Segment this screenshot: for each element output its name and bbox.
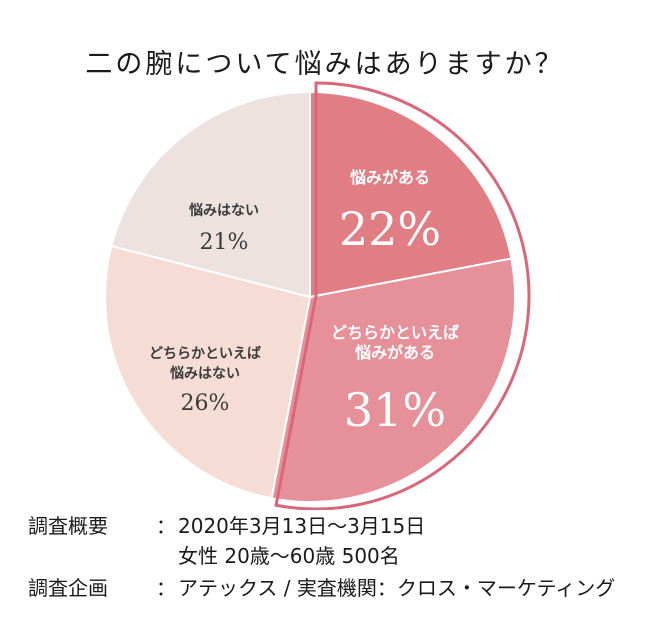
survey-planning-value: アテックス / 実査機関：クロス・マーケティング (178, 576, 616, 600)
slice-label: どちらかといえば (331, 323, 459, 342)
pie-slice-1 (309, 90, 513, 299)
survey-date: 2020年3月13日～3月15日 (178, 514, 426, 538)
colon: ： (156, 576, 176, 600)
pie-slice-2 (270, 257, 516, 503)
slice-value-label: 22% (339, 202, 441, 256)
slice-value-label: 21% (200, 230, 249, 255)
pie-slices (104, 90, 516, 503)
slice-label: 悩みはない (170, 365, 240, 382)
survey-overview-row: 調査概要 ： 2020年3月13日～3月15日 (28, 512, 425, 540)
pie-slice-3 (104, 244, 312, 500)
slice-label: どちらかといえば (149, 346, 261, 362)
slice-label: 悩みがある (355, 343, 435, 362)
slice-label: 悩みはない (189, 202, 259, 219)
survey-planning-row: 調査企画 ：アテックス / 実査機関：クロス・マーケティング (28, 574, 615, 602)
slice-label: 悩みがある (350, 168, 430, 187)
slice-labels: 悩みがある22%どちらかといえば悩みがある31%どちらかといえば悩みはない26%… (149, 168, 459, 437)
survey-overview-label: 調査概要 (28, 514, 108, 538)
pie-chart: 悩みがある22%どちらかといえば悩みがある31%どちらかといえば悩みはない26%… (104, 81, 531, 510)
survey-planning-label: 調査企画 (28, 576, 108, 600)
chart-title: 二の腕について悩みはありますか？ (85, 49, 565, 80)
highlight-outline (274, 81, 531, 510)
highlight-outline-path (274, 81, 531, 510)
survey-target: 女性 20歳～60歳 500名 (178, 544, 400, 568)
slice-value-label: 31% (344, 383, 446, 437)
slice-value-label: 26% (181, 391, 230, 416)
colon: ： (156, 514, 176, 538)
pie-slice-4 (110, 90, 311, 299)
survey-target-row: 女性 20歳～60歳 500名 (178, 542, 400, 570)
